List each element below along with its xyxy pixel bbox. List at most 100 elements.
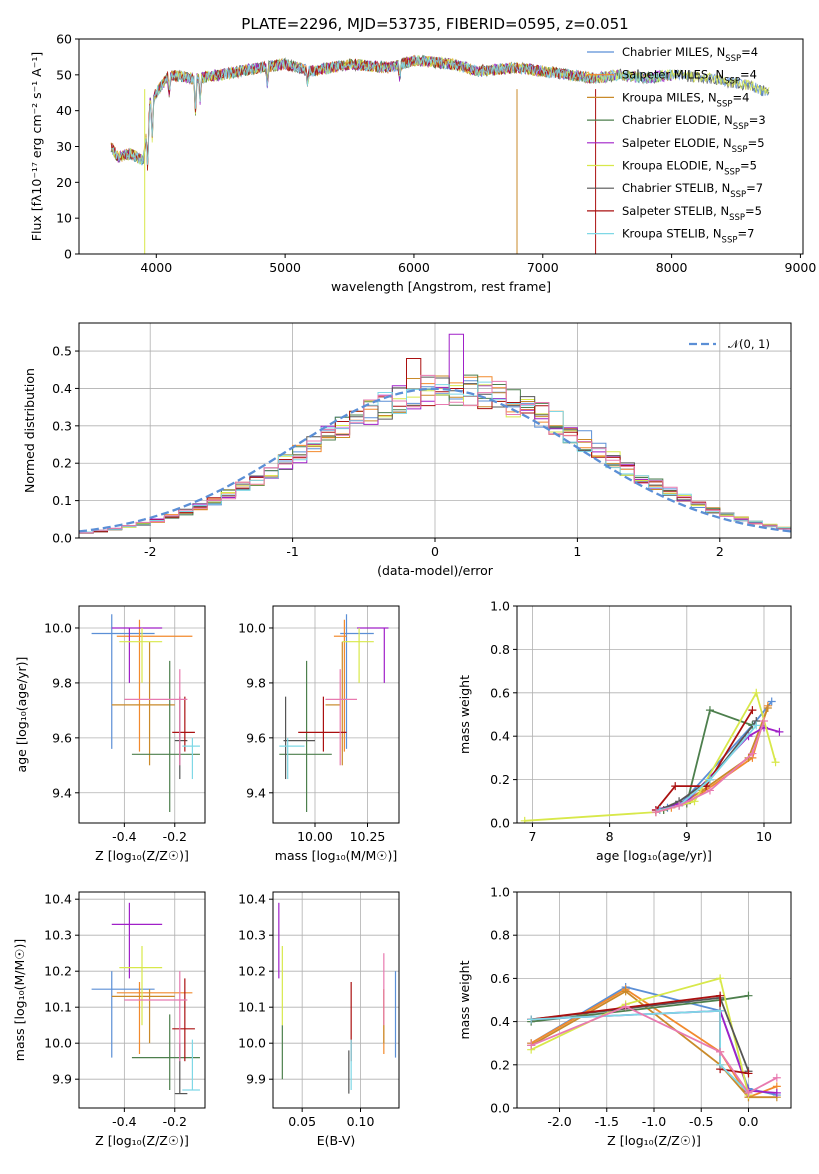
- legend-label: Salpeter MILES, NSSP=4: [622, 68, 757, 87]
- y-tick-label: 10.2: [238, 964, 266, 979]
- x-tick-label: -2.0: [547, 1114, 571, 1129]
- x-tick-label: -1.5: [595, 1114, 619, 1129]
- weight-marker: [705, 775, 714, 784]
- y-tick-label: 0.2: [52, 456, 72, 471]
- weight-marker: [748, 706, 757, 715]
- y-axis-label: Normed distribution: [22, 368, 37, 493]
- spectrum-line-salpeter-stelib: [110, 56, 597, 171]
- x-axis-label: E(B-V): [317, 1133, 356, 1148]
- x-tick-label: 6000: [398, 260, 430, 275]
- x-tick-label: -2: [144, 544, 156, 559]
- y-tick-label: 10.4: [238, 892, 266, 907]
- weight-marker: [716, 1047, 725, 1056]
- age-vs-metallicity-panel: -0.4 -0.2 9.4 9.6 9.8 10.0 Z [log₁₀(Z/Z☉)] age …: [14, 605, 206, 863]
- y-tick-label: 10.3: [44, 928, 72, 943]
- y-tick-label: 1.0: [490, 599, 510, 614]
- plot-area: [520, 688, 784, 823]
- legend-label: 𝒩(0, 1): [728, 337, 770, 351]
- y-tick-label: 0.0: [490, 1101, 510, 1116]
- weight-marker: [621, 1002, 630, 1011]
- weight-marker: [621, 987, 630, 996]
- x-tick-label: 8000: [656, 260, 688, 275]
- y-tick-label: 0.8: [490, 642, 510, 657]
- y-tick-label: 10.0: [238, 1036, 266, 1051]
- x-axis-label: Z [log₁₀(Z/Z☉)]: [95, 848, 189, 863]
- weight-marker: [705, 706, 714, 715]
- y-tick-label: 0.8: [490, 928, 510, 943]
- x-tick-label: 1: [573, 544, 581, 559]
- weight-marker: [716, 1006, 725, 1015]
- legend-label: Chabrier ELODIE, NSSP=3: [622, 113, 766, 132]
- weight-marker: [772, 1088, 781, 1097]
- legend-label: Salpeter STELIB, NSSP=5: [622, 204, 762, 223]
- weight-marker: [772, 1073, 781, 1082]
- x-tick-label: 0: [431, 544, 439, 559]
- y-axis-label: age [log₁₀(age/yr)]: [14, 657, 29, 773]
- y-tick-label: 10.4: [44, 892, 72, 907]
- weight-marker: [752, 688, 761, 697]
- plot-frame: [272, 891, 400, 1109]
- x-tick-label: -1: [286, 544, 298, 559]
- y-tick-label: 0.4: [52, 381, 72, 396]
- y-axis-label: mass [log₁₀(M/M☉)]: [12, 939, 27, 1061]
- x-tick-label: -0.4: [112, 1114, 136, 1129]
- y-tick-label: 9.8: [52, 675, 72, 690]
- weight-vs-metallicity-panel: -2.0 -1.5 -1.0 -0.5 0.0 0.0 0.2 0.4 0.6 0.8 1.0 Z […: [457, 885, 792, 1148]
- weight-line: [531, 1009, 750, 1094]
- plot-area: [91, 614, 200, 813]
- y-tick-label: 0.4: [490, 729, 510, 744]
- x-tick-label: 10.25: [350, 829, 386, 844]
- weight-marker: [705, 786, 714, 795]
- y-tick-label: 9.6: [246, 730, 266, 745]
- x-axis-label: Z [log₁₀(Z/Z☉)]: [607, 1133, 701, 1148]
- legend-label: Chabrier MILES, NSSP=4: [622, 45, 758, 64]
- y-tick-label: 40: [56, 103, 72, 118]
- x-tick-label: -0.5: [689, 1114, 713, 1129]
- y-tick-label: 60: [56, 32, 72, 47]
- plot-frame: [78, 891, 206, 1109]
- residual-histogram-panel: -2 -1 0 1 2 0.0 0.1 0.2 0.3 0.4 0.5 (data-model)/er…: [22, 322, 792, 578]
- weight-marker: [748, 749, 757, 758]
- weight-line: [655, 705, 769, 813]
- weight-marker: [716, 991, 725, 1000]
- y-axis-label: mass weight: [457, 960, 472, 1039]
- weight-marker: [716, 974, 725, 983]
- y-axis-label: mass weight: [457, 675, 472, 754]
- weight-marker: [744, 1069, 753, 1078]
- weight-line: [659, 720, 758, 811]
- y-tick-label: 0.0: [52, 531, 72, 546]
- plot-area: [278, 902, 397, 1094]
- y-tick-label: 10.2: [44, 964, 72, 979]
- gaussian-curve: [79, 387, 791, 533]
- weight-vs-age-panel: 7 8 9 10 0.0 0.2 0.4 0.6 0.8 1.0 age [log₁₀(age/yr…: [457, 599, 792, 863]
- spectrum-line-kroupa-stelib: [110, 55, 672, 166]
- weight-marker: [675, 801, 684, 810]
- x-tick-label: -0.2: [163, 829, 187, 844]
- weight-marker: [744, 991, 753, 1000]
- plot-area: [279, 614, 389, 813]
- legend-label: Kroupa MILES, NSSP=4: [622, 90, 749, 109]
- y-tick-label: 10.1: [44, 1000, 72, 1015]
- weight-marker: [527, 1041, 536, 1050]
- x-tick-label: 2: [716, 544, 724, 559]
- spectrum-panel: 4000 5000 6000 7000 8000 9000 0 10 20 30 40 50 60 wav…: [29, 32, 816, 295]
- x-tick-label: 4000: [140, 260, 172, 275]
- y-tick-label: 30: [56, 139, 72, 154]
- legend-label: Kroupa ELODIE, NSSP=5: [622, 159, 757, 178]
- y-tick-label: 1.0: [490, 885, 510, 900]
- y-tick-label: 50: [56, 67, 72, 82]
- y-tick-label: 9.4: [246, 785, 266, 800]
- x-axis-label: Z [log₁₀(Z/Z☉)]: [95, 1133, 189, 1148]
- weight-marker: [671, 782, 680, 791]
- x-tick-label: 9: [683, 829, 691, 844]
- plot-area: [527, 974, 781, 1102]
- y-tick-label: 0.6: [490, 685, 510, 700]
- plot-area: [91, 902, 200, 1095]
- y-tick-label: 9.4: [52, 785, 72, 800]
- weight-marker: [744, 1088, 753, 1097]
- mass-vs-extinction-panel: 0.05 0.10 9.9 10.0 10.1 10.2 10.3 10.4 E(B-V): [238, 891, 400, 1148]
- weight-line: [663, 709, 753, 811]
- x-axis-label: wavelength [Angstrom, rest frame]: [331, 279, 551, 294]
- y-tick-label: 10.0: [44, 1036, 72, 1051]
- weight-line: [655, 700, 773, 813]
